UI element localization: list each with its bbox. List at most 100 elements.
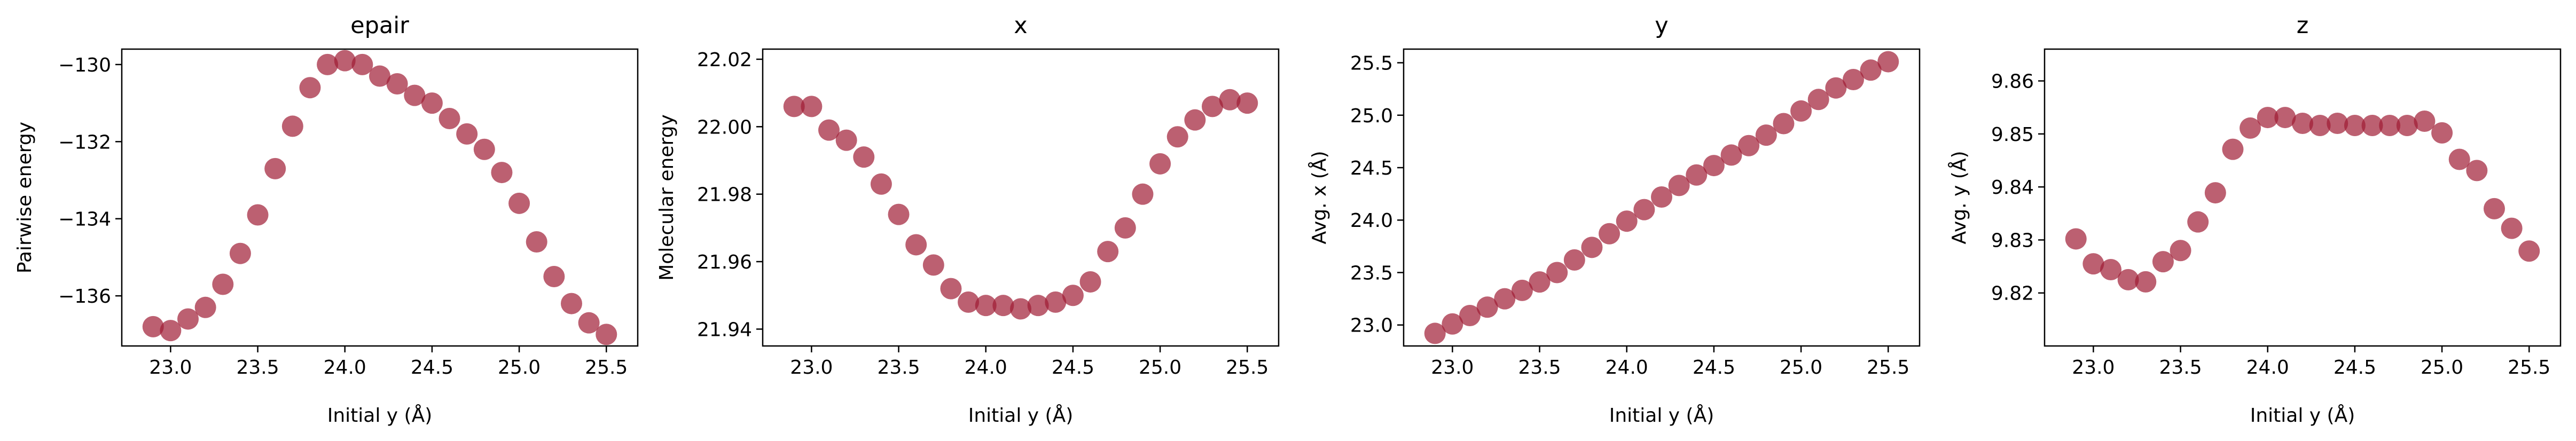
data-point [2065,228,2087,250]
data-point [1149,153,1171,175]
x-tick-label: 24.5 [2334,357,2376,379]
data-point [1755,124,1777,146]
data-point [1860,59,1882,81]
data-point [1132,183,1154,205]
y-tick-label: 9.85 [1991,124,2034,146]
axis-ticks: 23.0 23.5 24.0 24.5 25.0 25.5 23.0 23.5 24.0 24.5… [1350,53,1909,379]
data-point [2204,182,2226,204]
data-point [1219,89,1241,111]
data-point [940,278,962,300]
data-point [1166,126,1188,148]
data-points [783,89,1258,320]
data-point [818,119,840,141]
y-axis-label: Molecular energy [656,114,678,281]
data-point [177,308,199,330]
data-point [870,173,892,195]
panel-x: x Initial y (Å) Molecular energy 23.0 23.… [656,12,1280,427]
y-tick-label: 9.84 [1991,177,2034,199]
data-point [456,123,478,145]
data-point [142,316,164,337]
data-point [853,146,875,168]
data-point [2257,107,2279,129]
x-tick-label: 25.0 [498,357,541,379]
data-point [1563,249,1585,271]
x-tick-label: 24.0 [1606,357,1648,379]
data-point [281,115,303,137]
data-point [421,92,443,114]
data-point [801,96,823,117]
data-point [299,77,321,99]
data-point [1825,77,1847,99]
data-point [835,129,857,151]
panel-title: epair [350,12,409,39]
panel-title: z [2297,12,2309,39]
data-point [783,96,805,117]
data-point [1546,262,1568,284]
data-point [560,293,582,314]
data-point [1236,92,1258,114]
data-point [1686,164,1708,186]
data-point [2396,114,2418,136]
data-point [1476,296,1498,318]
data-point [958,291,980,313]
y-tick-label: 25.5 [1350,53,1393,75]
panel-epair: epair Initial y (Å) Pairwise energy 23.0… [14,12,639,427]
data-point [975,295,997,317]
data-point [264,158,286,179]
data-point [1494,288,1516,310]
data-point [334,50,356,72]
data-point [1720,144,1742,166]
data-point [1651,186,1672,208]
data-point [2518,240,2540,262]
data-point [2379,114,2401,136]
x-tick-label: 25.0 [1780,357,1822,379]
data-point [543,266,565,288]
data-point [1045,291,1067,313]
data-point [2466,160,2488,182]
x-tick-label: 25.5 [1226,357,1269,379]
data-point [1529,271,1551,293]
data-point [1633,199,1655,220]
data-point [1442,313,1463,335]
x-tick-label: 23.5 [2159,357,2202,379]
data-point [2170,240,2191,262]
y-tick-label: 9.86 [1991,71,2034,93]
data-point [2292,113,2313,134]
plot-frame [2043,48,2562,347]
y-axis-label: Avg. y (Å) [1947,151,1970,244]
data-point [1599,223,1620,245]
data-point [2431,122,2453,144]
y-tick-label: 23.5 [1350,262,1393,284]
x-tick-label: 23.0 [2072,357,2115,379]
y-tick-label: 22.00 [697,116,752,138]
data-point [229,242,251,264]
data-point [1027,295,1049,317]
y-tick-label: −134 [58,209,111,231]
x-tick-label: 24.0 [324,357,366,379]
x-tick-label: 23.0 [149,357,192,379]
data-point [317,53,339,75]
x-tick-label: 23.5 [236,357,279,379]
data-point [1459,305,1481,327]
data-point [2082,253,2104,275]
data-point [1424,322,1446,344]
x-tick-label: 24.0 [2246,357,2289,379]
panel-y: y Initial y (Å) Avg. x (Å) 23.0 23.5 24.0 2… [1307,12,1921,427]
data-point [2222,138,2244,160]
y-tick-label: 25.0 [1350,105,1393,127]
data-point [1114,217,1136,239]
y-tick-label: −132 [58,131,111,153]
data-point [404,84,426,106]
data-point [596,324,617,345]
x-tick-label: 23.0 [790,357,833,379]
y-tick-label: 24.0 [1350,210,1393,232]
x-tick-label: 25.5 [1867,357,1909,379]
x-tick-label: 25.5 [2508,357,2550,379]
y-tick-label: 24.5 [1350,158,1393,179]
x-axis-label: Initial y (Å) [968,404,1074,427]
y-tick-label: 21.98 [697,184,752,206]
data-point [2448,148,2470,170]
data-point [1079,271,1101,293]
data-point [1010,298,1031,320]
